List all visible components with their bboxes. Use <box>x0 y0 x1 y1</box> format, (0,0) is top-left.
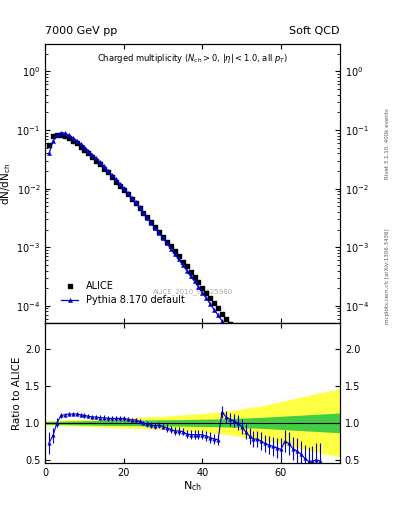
Pythia 8.170 default <box>279 417 283 423</box>
ALICE <box>195 279 202 287</box>
ALICE <box>250 352 257 360</box>
ALICE <box>239 336 245 344</box>
ALICE <box>129 195 135 203</box>
Legend: ALICE, Pythia 8.170 default: ALICE, Pythia 8.170 default <box>59 279 187 307</box>
ALICE <box>73 139 80 147</box>
ALICE <box>148 218 154 226</box>
Pythia 8.170 default <box>59 130 63 136</box>
ALICE <box>117 182 123 190</box>
ALICE <box>97 160 103 168</box>
X-axis label: N$_{\mathregular{ch}}$: N$_{\mathregular{ch}}$ <box>183 480 202 494</box>
ALICE <box>140 208 147 217</box>
ALICE <box>93 157 99 165</box>
ALICE <box>46 141 52 150</box>
ALICE <box>109 173 115 181</box>
ALICE <box>274 388 280 396</box>
ALICE <box>164 238 170 246</box>
Pythia 8.170 default <box>133 199 138 205</box>
ALICE <box>262 369 268 377</box>
ALICE <box>77 142 84 151</box>
Y-axis label: dN/dN$_{\mathregular{ch}}$: dN/dN$_{\mathregular{ch}}$ <box>0 162 13 205</box>
ALICE <box>270 382 276 390</box>
ALICE <box>168 242 174 250</box>
ALICE <box>113 178 119 186</box>
Pythia 8.170 default <box>86 148 91 154</box>
ALICE <box>254 358 261 366</box>
Pythia 8.170 default <box>283 426 287 432</box>
Pythia 8.170 default <box>114 176 118 182</box>
Text: Charged multiplicity ($N_{\mathregular{ch}}>0$, $|\eta|<1.0$, all $p_T$): Charged multiplicity ($N_{\mathregular{c… <box>97 52 288 65</box>
ALICE <box>132 199 139 207</box>
ALICE <box>231 326 237 334</box>
ALICE <box>191 273 198 281</box>
ALICE <box>180 258 186 266</box>
Text: ALICE_2010_S8625980: ALICE_2010_S8625980 <box>152 289 233 295</box>
ALICE <box>70 137 76 145</box>
Text: 7000 GeV pp: 7000 GeV pp <box>45 26 118 36</box>
ALICE <box>203 289 209 297</box>
ALICE <box>219 310 225 318</box>
ALICE <box>125 190 131 198</box>
ALICE <box>54 131 60 139</box>
ALICE <box>211 299 217 307</box>
Pythia 8.170 default <box>200 289 205 295</box>
ALICE <box>62 132 68 140</box>
ALICE <box>156 228 162 237</box>
ALICE <box>227 321 233 329</box>
ALICE <box>144 212 151 221</box>
Y-axis label: Ratio to ALICE: Ratio to ALICE <box>12 357 22 430</box>
ALICE <box>136 204 143 212</box>
Text: Rivet 3.1.10, 400k events: Rivet 3.1.10, 400k events <box>385 108 389 179</box>
ALICE <box>121 186 127 194</box>
ALICE <box>184 262 190 270</box>
ALICE <box>207 294 213 302</box>
ALICE <box>187 268 194 276</box>
ALICE <box>101 164 107 173</box>
Text: Soft QCD: Soft QCD <box>290 26 340 36</box>
ALICE <box>89 153 95 161</box>
ALICE <box>309 457 316 465</box>
ALICE <box>152 223 158 231</box>
ALICE <box>160 233 166 241</box>
ALICE <box>266 375 272 383</box>
ALICE <box>313 467 320 475</box>
Line: Pythia 8.170 default: Pythia 8.170 default <box>47 131 322 512</box>
ALICE <box>105 168 111 177</box>
ALICE <box>235 331 241 339</box>
ALICE <box>199 284 206 292</box>
ALICE <box>81 146 88 154</box>
ALICE <box>305 448 312 456</box>
ALICE <box>317 477 323 485</box>
ALICE <box>282 401 288 410</box>
ALICE <box>294 423 300 431</box>
Text: mcplots.cern.ch [arXiv:1306.3436]: mcplots.cern.ch [arXiv:1306.3436] <box>385 229 389 324</box>
ALICE <box>223 315 229 323</box>
ALICE <box>258 364 264 372</box>
ALICE <box>290 415 296 423</box>
ALICE <box>278 395 284 403</box>
Pythia 8.170 default <box>47 151 51 157</box>
ALICE <box>286 409 292 417</box>
ALICE <box>298 431 304 439</box>
ALICE <box>66 134 72 142</box>
ALICE <box>50 132 56 140</box>
ALICE <box>215 304 221 312</box>
ALICE <box>58 131 64 139</box>
ALICE <box>172 247 178 255</box>
ALICE <box>301 439 308 447</box>
ALICE <box>246 347 253 355</box>
ALICE <box>242 342 249 350</box>
ALICE <box>176 252 182 261</box>
ALICE <box>85 150 92 158</box>
